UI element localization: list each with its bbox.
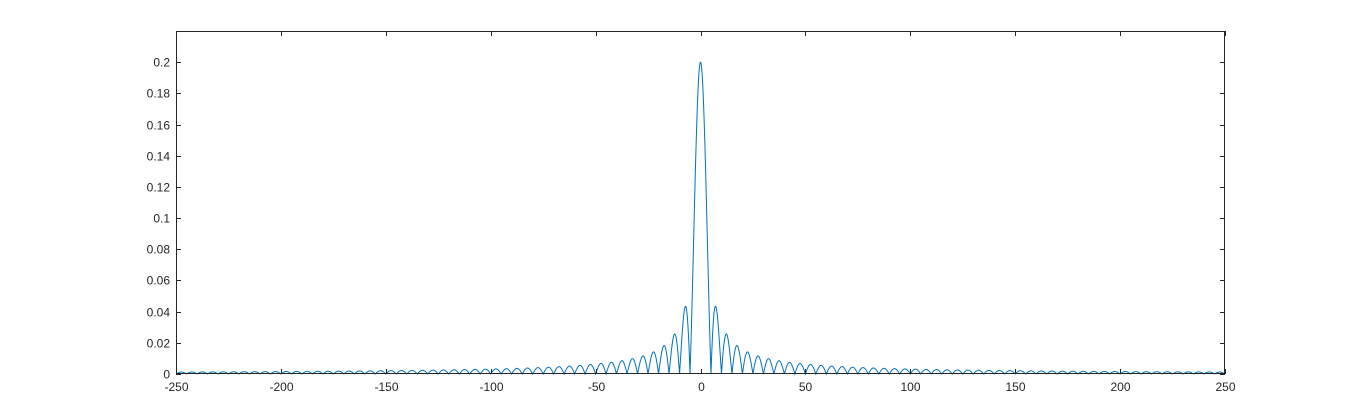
x-tick-label: 0 [698, 380, 705, 394]
axes-frame [176, 31, 1225, 374]
y-tick-label: 0.02 [147, 337, 171, 351]
series-line [175, 61, 1226, 376]
y-tick-label: 0.06 [147, 274, 171, 288]
axes-layer [176, 31, 1225, 374]
x-axis: -250 -200 -150 -100 -50 0 50 100 150 200 250 [164, 31, 1236, 394]
y-tick-label: 0.2 [153, 56, 170, 70]
y-tick-label: 0.18 [147, 87, 171, 101]
x-tick-label: -200 [269, 380, 293, 394]
y-tick-label: 0.1 [153, 212, 170, 226]
x-tick-label: -150 [374, 380, 398, 394]
y-tick-label: 0.16 [147, 119, 171, 133]
x-tick-label: -50 [588, 380, 606, 394]
y-axis: 0 0.02 0.04 0.06 0.08 0.1 0.12 0.14 0.16 0.18 0.2 [147, 56, 1225, 382]
axes-background [176, 31, 1225, 374]
y-tick-label: 0.12 [147, 181, 171, 195]
x-tick-label: 50 [799, 380, 813, 394]
x-tick-label: -100 [479, 380, 503, 394]
x-tick-label: 200 [1110, 380, 1130, 394]
x-tick-label: 100 [900, 380, 920, 394]
y-tick-label: 0 [163, 368, 170, 382]
x-tick-label: 150 [1005, 380, 1025, 394]
x-tick-label: 250 [1215, 380, 1235, 394]
x-tick-label: -250 [164, 380, 188, 394]
y-tick-label: 0.04 [147, 306, 171, 320]
y-tick-label: 0.08 [147, 243, 171, 257]
series-layer [175, 61, 1226, 376]
y-tick-label: 0.14 [147, 150, 171, 164]
